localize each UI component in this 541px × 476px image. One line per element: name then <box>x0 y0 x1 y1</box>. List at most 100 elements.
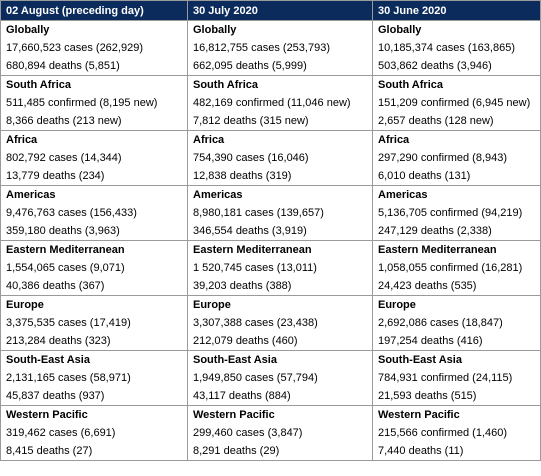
stat-cell: 2,131,165 cases (58,971) <box>0 369 188 387</box>
stat-cell: 482,169 confirmed (11,046 new) <box>187 94 373 112</box>
stat-cell: 247,129 deaths (2,338) <box>372 222 541 241</box>
stat-cell: 511,485 confirmed (8,195 new) <box>0 94 188 112</box>
header-cell: 30 July 2020 <box>187 0 373 21</box>
stat-cell: 1,058,055 confirmed (16,281) <box>372 259 541 277</box>
table-header: 02 August (preceding day) 30 July 2020 3… <box>0 0 541 21</box>
region-name-cell: South Africa <box>372 75 541 94</box>
stat-cell: 40,386 deaths (367) <box>0 277 188 296</box>
stat-cell: 299,460 cases (3,847) <box>187 424 373 442</box>
stat-cell: 5,136,705 confirmed (94,219) <box>372 204 541 222</box>
table-row: 319,462 cases (6,691) 299,460 cases (3,84… <box>0 424 541 442</box>
stat-cell: 2,657 deaths (128 new) <box>372 112 541 131</box>
region-name-cell: Africa <box>187 130 373 149</box>
region-name-cell: Eastern Mediterranean <box>0 240 188 259</box>
table-row: 1,554,065 cases (9,071) 1 520,745 cases (… <box>0 259 541 277</box>
region-name-cell: Europe <box>372 295 541 314</box>
region-name-cell: Europe <box>187 295 373 314</box>
table-row: 8,366 deaths (213 new) 7,812 deaths (315 … <box>0 112 541 131</box>
region-name-cell: Globally <box>0 20 188 39</box>
region-name-cell: Globally <box>372 20 541 39</box>
table-row: 213,284 deaths (323) 212,079 deaths (460)… <box>0 332 541 351</box>
region-header-row: Western Pacific Western Pacific Western Pa… <box>0 405 541 424</box>
stat-cell: 346,554 deaths (3,919) <box>187 222 373 241</box>
table-body: Globally Globally Globally 17,660,523 cases… <box>0 20 541 461</box>
header-row: 02 August (preceding day) 30 July 2020 3… <box>0 0 541 21</box>
stat-cell: 1 520,745 cases (13,011) <box>187 259 373 277</box>
stat-cell: 680,894 deaths (5,851) <box>0 57 188 76</box>
stat-cell: 3,307,388 cases (23,438) <box>187 314 373 332</box>
table-row: 680,894 deaths (5,851) 662,095 deaths (5,… <box>0 57 541 76</box>
table-row: 17,660,523 cases (262,929) 16,812,755 cas… <box>0 39 541 57</box>
header-cell: 30 June 2020 <box>372 0 541 21</box>
table-row: 2,131,165 cases (58,971) 1,949,850 cases … <box>0 369 541 387</box>
region-name-cell: Americas <box>187 185 373 204</box>
stat-cell: 13,779 deaths (234) <box>0 167 188 186</box>
stat-cell: 9,476,763 cases (156,433) <box>0 204 188 222</box>
covid-stats-table: 02 August (preceding day) 30 July 2020 3… <box>0 0 541 461</box>
table-row: 802,792 cases (14,344) 754,390 cases (16,… <box>0 149 541 167</box>
stat-cell: 1,554,065 cases (9,071) <box>0 259 188 277</box>
stat-cell: 7,812 deaths (315 new) <box>187 112 373 131</box>
region-name-cell: South-East Asia <box>187 350 373 369</box>
stat-cell: 39,203 deaths (388) <box>187 277 373 296</box>
table-row: 3,375,535 cases (17,419) 3,307,388 cases … <box>0 314 541 332</box>
stat-cell: 297,290 confirmed (8,943) <box>372 149 541 167</box>
stat-cell: 6,010 deaths (131) <box>372 167 541 186</box>
stat-cell: 45,837 deaths (937) <box>0 387 188 406</box>
table-row: 45,837 deaths (937) 43,117 deaths (884) 21… <box>0 387 541 406</box>
stat-cell: 503,862 deaths (3,946) <box>372 57 541 76</box>
stat-cell: 2,692,086 cases (18,847) <box>372 314 541 332</box>
table-row: 40,386 deaths (367) 39,203 deaths (388) 24… <box>0 277 541 296</box>
region-header-row: Africa Africa Africa <box>0 130 541 149</box>
table-row: 9,476,763 cases (156,433) 8,980,181 cases… <box>0 204 541 222</box>
stat-cell: 24,423 deaths (535) <box>372 277 541 296</box>
stat-cell: 10,185,374 cases (163,865) <box>372 39 541 57</box>
stat-cell: 8,291 deaths (29) <box>187 442 373 461</box>
region-name-cell: Africa <box>372 130 541 149</box>
region-name-cell: Eastern Mediterranean <box>187 240 373 259</box>
region-name-cell: Europe <box>0 295 188 314</box>
table-row: 511,485 confirmed (8,195 new) 482,169 con… <box>0 94 541 112</box>
region-name-cell: Eastern Mediterranean <box>372 240 541 259</box>
stat-cell: 197,254 deaths (416) <box>372 332 541 351</box>
stat-cell: 7,440 deaths (11) <box>372 442 541 461</box>
region-header-row: Americas Americas Americas <box>0 185 541 204</box>
stat-cell: 359,180 deaths (3,963) <box>0 222 188 241</box>
stat-cell: 784,931 confirmed (24,115) <box>372 369 541 387</box>
region-name-cell: South Africa <box>0 75 188 94</box>
region-header-row: Europe Europe Europe <box>0 295 541 314</box>
stat-cell: 213,284 deaths (323) <box>0 332 188 351</box>
stat-cell: 8,366 deaths (213 new) <box>0 112 188 131</box>
stat-cell: 215,566 confirmed (1,460) <box>372 424 541 442</box>
table-row: 359,180 deaths (3,963) 346,554 deaths (3,… <box>0 222 541 241</box>
stat-cell: 151,209 confirmed (6,945 new) <box>372 94 541 112</box>
region-name-cell: South-East Asia <box>372 350 541 369</box>
header-cell: 02 August (preceding day) <box>0 0 188 21</box>
stat-cell: 17,660,523 cases (262,929) <box>0 39 188 57</box>
stat-cell: 212,079 deaths (460) <box>187 332 373 351</box>
region-name-cell: South Africa <box>187 75 373 94</box>
region-name-cell: Western Pacific <box>372 405 541 424</box>
table-row: 8,415 deaths (27) 8,291 deaths (29) 7,440 … <box>0 442 541 461</box>
region-header-row: Globally Globally Globally <box>0 20 541 39</box>
region-name-cell: South-East Asia <box>0 350 188 369</box>
region-name-cell: Western Pacific <box>187 405 373 424</box>
stat-cell: 802,792 cases (14,344) <box>0 149 188 167</box>
stat-cell: 16,812,755 cases (253,793) <box>187 39 373 57</box>
stat-cell: 8,415 deaths (27) <box>0 442 188 461</box>
region-name-cell: Americas <box>372 185 541 204</box>
stat-cell: 43,117 deaths (884) <box>187 387 373 406</box>
stat-cell: 12,838 deaths (319) <box>187 167 373 186</box>
stat-cell: 319,462 cases (6,691) <box>0 424 188 442</box>
table-row: 13,779 deaths (234) 12,838 deaths (319) 6,… <box>0 167 541 186</box>
region-name-cell: Western Pacific <box>0 405 188 424</box>
region-name-cell: Africa <box>0 130 188 149</box>
stat-cell: 3,375,535 cases (17,419) <box>0 314 188 332</box>
stat-cell: 754,390 cases (16,046) <box>187 149 373 167</box>
region-name-cell: Americas <box>0 185 188 204</box>
region-header-row: South Africa South Africa South Africa <box>0 75 541 94</box>
stat-cell: 1,949,850 cases (57,794) <box>187 369 373 387</box>
region-name-cell: Globally <box>187 20 373 39</box>
stat-cell: 662,095 deaths (5,999) <box>187 57 373 76</box>
stat-cell: 8,980,181 cases (139,657) <box>187 204 373 222</box>
